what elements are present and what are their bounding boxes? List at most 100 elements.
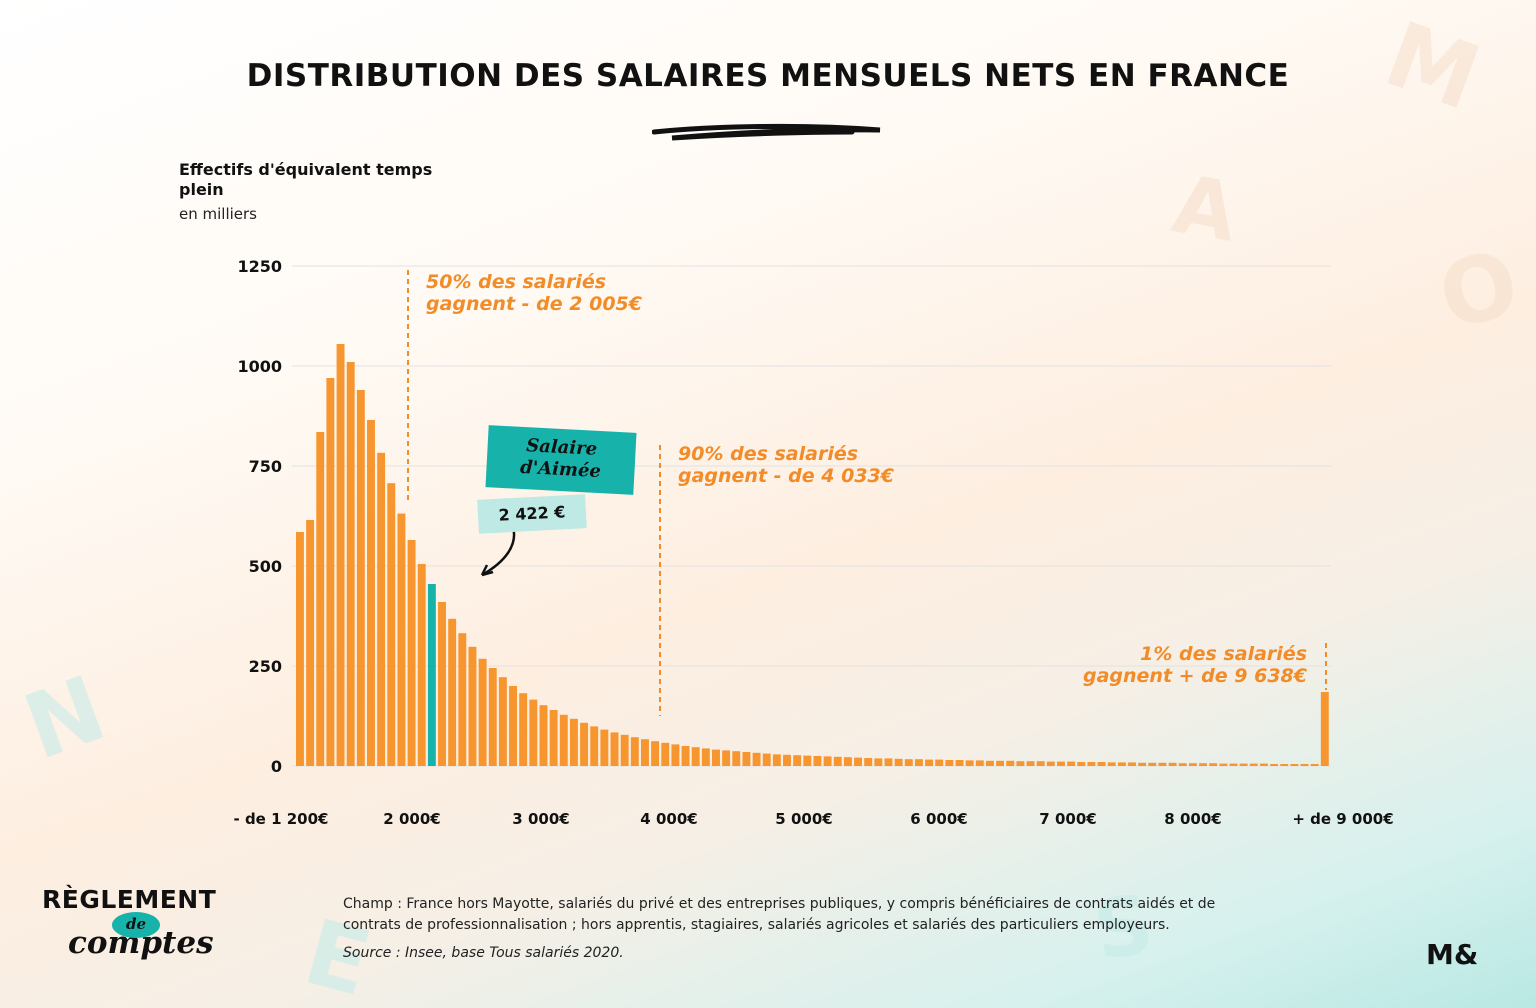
callout-arrowhead xyxy=(480,564,494,577)
bar xyxy=(1199,763,1207,766)
y-tick-label: 250 xyxy=(249,657,282,676)
bar xyxy=(641,739,649,766)
bar xyxy=(569,718,578,766)
bar xyxy=(1300,764,1309,766)
y-ticks: 0 250 500 750 1000 1250 xyxy=(237,257,282,776)
bars xyxy=(296,344,1329,766)
bar xyxy=(417,564,426,766)
bar xyxy=(1148,762,1157,766)
bar xyxy=(843,757,852,766)
bar xyxy=(1239,763,1248,766)
bar xyxy=(793,755,802,766)
bar xyxy=(1280,764,1289,766)
logo-badge: de xyxy=(112,912,160,938)
bar xyxy=(1026,761,1035,766)
bar xyxy=(590,726,599,766)
bar xyxy=(945,760,954,766)
y-tick-label: 0 xyxy=(271,757,282,776)
bar xyxy=(712,749,720,766)
bar xyxy=(1178,763,1187,766)
scope-note: Champ : France hors Mayotte, salariés du… xyxy=(343,896,1216,933)
annotation-line1: 50% des salariés xyxy=(426,271,606,293)
bar xyxy=(488,668,497,766)
bar xyxy=(397,513,406,766)
bar xyxy=(1128,762,1136,766)
bar xyxy=(864,758,873,766)
bar xyxy=(691,747,700,766)
title-underline-brush xyxy=(652,123,881,141)
x-tick-label: 3 000€ xyxy=(512,810,569,828)
bar xyxy=(580,722,589,766)
bar xyxy=(742,752,751,766)
bar xyxy=(1209,763,1218,766)
bar xyxy=(722,750,731,766)
bar xyxy=(874,758,883,766)
bar xyxy=(529,699,538,766)
bar xyxy=(1107,762,1116,766)
bar xyxy=(1046,761,1055,766)
bar xyxy=(1229,763,1238,766)
bar xyxy=(904,759,913,766)
bar xyxy=(1016,761,1025,766)
bar xyxy=(1320,692,1329,766)
bar xyxy=(610,732,619,766)
logo-text: RÈGLEMENT xyxy=(42,885,217,914)
bar xyxy=(600,729,609,766)
bar xyxy=(407,540,416,766)
bar xyxy=(1249,763,1258,766)
bar xyxy=(752,752,761,766)
bar xyxy=(894,758,903,766)
x-tick-label: 4 000€ xyxy=(640,810,697,828)
callout-value: 2 422 € xyxy=(477,494,587,534)
bar xyxy=(387,483,396,766)
y-tick-label: 500 xyxy=(249,557,282,576)
bar xyxy=(813,756,822,766)
annotation-line2: gagnent + de 9 638€ xyxy=(1083,665,1308,687)
bar-highlighted xyxy=(427,584,436,766)
bar xyxy=(1219,763,1228,766)
x-tick-label: 7 000€ xyxy=(1039,810,1096,828)
bar xyxy=(346,362,355,766)
bar xyxy=(498,677,507,766)
bar xyxy=(458,633,467,766)
bar xyxy=(296,532,304,766)
bar xyxy=(478,658,487,766)
bar xyxy=(955,760,964,766)
bar xyxy=(1067,761,1076,766)
bar xyxy=(1087,762,1096,766)
chart-title: DISTRIBUTION DES SALAIRES MENSUELS NETS … xyxy=(246,58,1290,94)
source-note: Source : Insee, base Tous salariés 2020. xyxy=(343,945,624,961)
bar xyxy=(1006,760,1015,766)
bar xyxy=(772,754,781,766)
bar xyxy=(356,390,365,766)
bar xyxy=(1310,764,1319,766)
bar xyxy=(549,710,558,766)
annotation-line2: gagnent - de 4 033€ xyxy=(678,465,895,487)
bar xyxy=(1259,763,1268,766)
annotation-line2: gagnent - de 2 005€ xyxy=(426,293,643,315)
bar xyxy=(833,756,842,766)
bar xyxy=(326,378,335,766)
bar xyxy=(1097,762,1106,766)
x-tick-label: + de 9 000€ xyxy=(1292,810,1393,828)
bar xyxy=(996,760,1005,766)
bar xyxy=(914,759,923,766)
bar xyxy=(519,693,528,766)
bar xyxy=(1077,762,1086,766)
bar xyxy=(539,705,548,766)
bar xyxy=(1036,761,1045,766)
bar xyxy=(1188,763,1197,766)
y-tick-label: 1000 xyxy=(237,357,282,376)
bar xyxy=(762,753,771,766)
annotation-line1: 90% des salariés xyxy=(678,443,858,465)
bar xyxy=(630,737,639,766)
bar xyxy=(884,758,893,766)
y-tick-label: 750 xyxy=(249,457,282,476)
bar xyxy=(854,757,862,766)
bar xyxy=(336,344,345,766)
y-tick-label: 1250 xyxy=(237,257,282,276)
callout-label: Salaire d'Aimée xyxy=(485,425,637,495)
bar xyxy=(468,646,477,766)
